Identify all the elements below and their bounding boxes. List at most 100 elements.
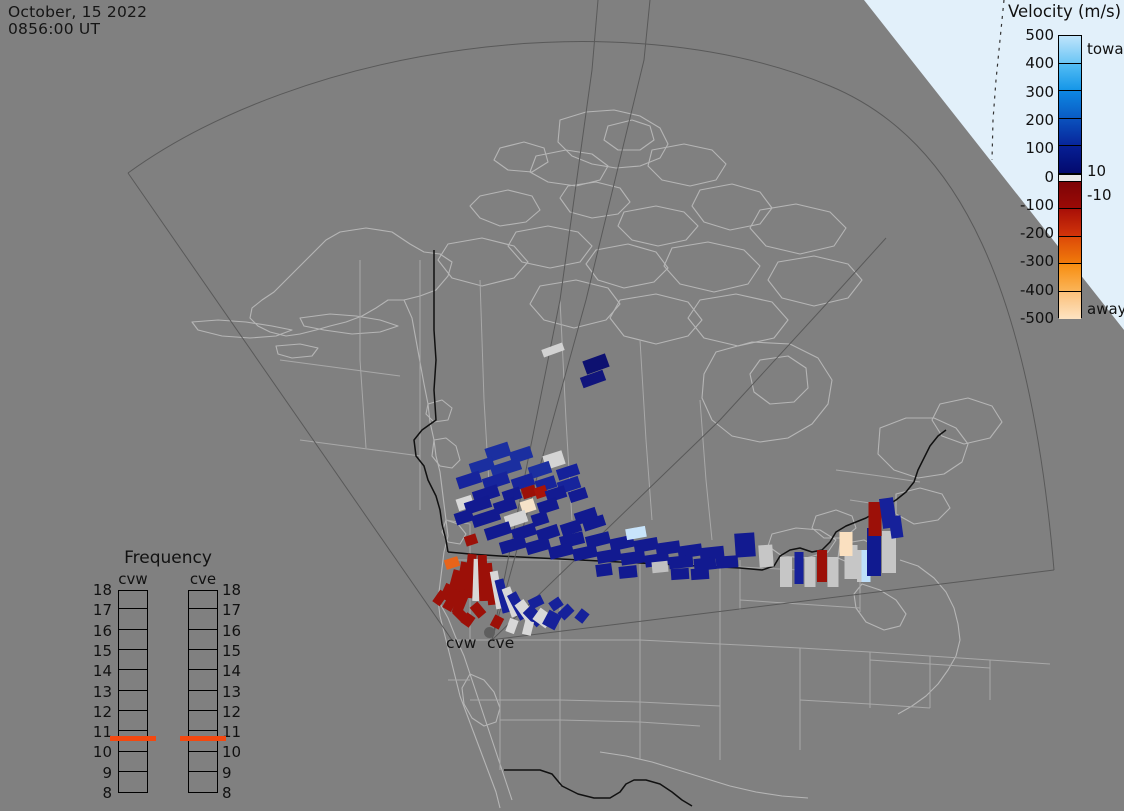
frequency-row xyxy=(119,611,147,630)
colorbar-band--100 xyxy=(1059,181,1081,209)
frequency-legend: Frequency cvw cve 18 18 17 17 16 16 15 15 14 14 13… xyxy=(88,548,248,802)
frequency-row xyxy=(119,693,147,711)
velocity-cell xyxy=(758,544,774,568)
velocity-cell xyxy=(693,556,717,572)
frequency-tick-right-8: 8 xyxy=(222,784,232,802)
velocity-cell xyxy=(505,617,519,635)
colorbar-toward-label: toward xyxy=(1087,40,1124,58)
frequency-row xyxy=(119,591,147,610)
frequency-tick-right-17: 17 xyxy=(222,601,242,620)
velocity-cell xyxy=(468,456,496,476)
velocity-cell xyxy=(618,565,638,579)
frequency-row xyxy=(119,774,147,792)
station-label-cve: cve xyxy=(487,634,515,652)
velocity-cell xyxy=(453,508,475,526)
velocity-cell xyxy=(535,523,561,543)
velocity-cell xyxy=(633,537,659,553)
velocity-cell xyxy=(715,555,739,569)
frequency-tick-left-13: 13 xyxy=(92,682,112,701)
velocity-cell xyxy=(839,532,853,556)
velocity-cell xyxy=(677,543,703,559)
timestamp-time: 0856:00 UT xyxy=(8,20,101,38)
velocity-cell xyxy=(498,535,528,555)
velocity-cell xyxy=(690,567,710,581)
colorbar-band-400 xyxy=(1059,63,1081,91)
velocity-cell xyxy=(463,553,477,599)
colorbar-zero-band xyxy=(1059,173,1081,182)
frequency-row xyxy=(119,632,147,651)
velocity-cell xyxy=(469,601,487,619)
frequency-row xyxy=(189,591,217,610)
colorbar-away-label: away xyxy=(1087,300,1124,318)
frequency-tick-right-18: 18 xyxy=(222,581,242,599)
velocity-cell xyxy=(595,562,613,578)
velocity-cell xyxy=(827,557,839,587)
velocity-cell xyxy=(455,470,483,490)
velocity-cell xyxy=(817,550,827,582)
velocity-cell xyxy=(470,507,502,529)
velocity-cell xyxy=(481,471,511,491)
frequency-tick-right-14: 14 xyxy=(222,662,242,681)
velocity-cell xyxy=(492,496,518,516)
frequency-row xyxy=(119,652,147,671)
velocity-cell xyxy=(668,554,694,570)
velocity-cell xyxy=(541,342,565,358)
velocity-cell xyxy=(536,497,560,515)
velocity-cell xyxy=(620,550,646,566)
frequency-tick-right-13: 13 xyxy=(222,682,242,701)
pale-ocean-dotted-meridian xyxy=(991,0,1005,161)
frequency-marker-cve xyxy=(180,736,226,742)
frequency-row xyxy=(189,753,217,772)
velocity-cell xyxy=(882,531,896,573)
velocity-cell xyxy=(432,589,448,607)
velocity-cell xyxy=(567,486,589,504)
velocity-cell xyxy=(625,525,647,541)
velocity-cell xyxy=(530,510,550,528)
velocity-cell xyxy=(527,594,545,610)
station-label-cvw: cvw xyxy=(446,634,477,652)
colorbar-band-300 xyxy=(1059,91,1081,119)
velocity-cell xyxy=(888,515,904,539)
velocity-cell xyxy=(651,560,669,574)
velocity-cell xyxy=(734,532,756,558)
frequency-column-header-cve: cve xyxy=(189,570,217,588)
velocity-cell xyxy=(442,587,462,613)
colorbar-tick-200: 200 xyxy=(1025,110,1054,129)
velocity-cell xyxy=(483,562,497,606)
colorbar-tick-100: 100 xyxy=(1025,139,1054,158)
velocity-cell xyxy=(483,521,513,541)
frequency-tick-right-12: 12 xyxy=(222,702,242,721)
frequency-row xyxy=(189,713,217,732)
colorbar-band--200 xyxy=(1059,209,1081,237)
frequency-column-header-cvw: cvw xyxy=(118,570,148,588)
velocity-cell xyxy=(581,514,607,532)
velocity-cell xyxy=(780,557,792,587)
velocity-cell xyxy=(527,460,553,480)
timestamp-date: October, 15 2022 xyxy=(8,3,148,21)
frequency-tick-right-10: 10 xyxy=(222,743,242,762)
velocity-cell xyxy=(582,353,610,375)
colorbar-tick-300: 300 xyxy=(1025,82,1054,101)
velocity-cell xyxy=(861,550,871,582)
velocity-cell xyxy=(548,596,564,612)
frequency-title: Frequency xyxy=(124,548,212,568)
frequency-tick-left-9: 9 xyxy=(102,763,112,782)
velocity-cell xyxy=(524,536,552,556)
frequency-row xyxy=(189,693,217,711)
frequency-row xyxy=(119,713,147,732)
velocity-cell xyxy=(521,620,535,636)
frequency-row xyxy=(189,611,217,630)
frequency-row xyxy=(189,652,217,671)
colorbar-tick--500: -500 xyxy=(1019,309,1054,327)
velocity-cell xyxy=(510,522,538,542)
frequency-tick-left-12: 12 xyxy=(92,702,112,721)
colorbar-tick--200: -200 xyxy=(1019,224,1054,243)
velocity-colorbar: Velocity (m/s) 500 400 300 200 100 0 -100 -200 -… xyxy=(1008,0,1124,340)
timestamp: October, 15 2022 0856:00 UT xyxy=(8,4,147,38)
velocity-cell xyxy=(573,506,599,526)
velocity-cell xyxy=(574,608,590,624)
colorbar-tick--100: -100 xyxy=(1019,195,1054,214)
colorbar-tick-0: 0 xyxy=(1044,167,1054,186)
colorbar-tick--300: -300 xyxy=(1019,252,1054,271)
